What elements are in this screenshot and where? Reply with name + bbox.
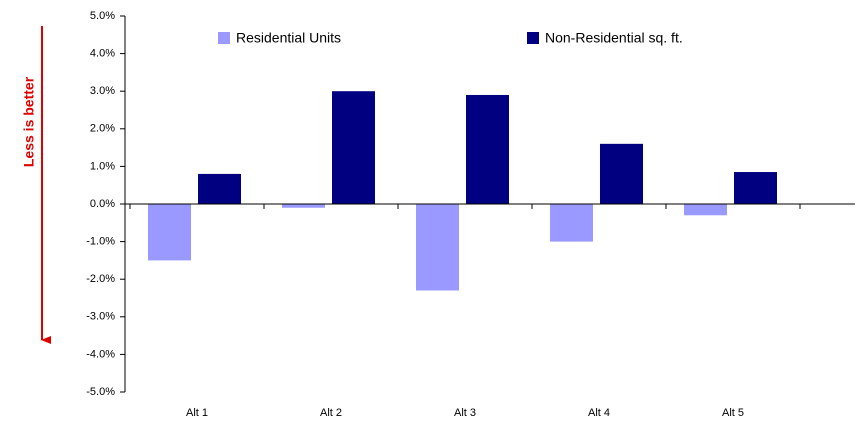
bar [600,143,643,204]
bar [282,204,325,208]
y-tick-label: -3.0% [86,311,115,323]
y-tick-label: -1.0% [86,236,115,248]
legend-label: Non-Residential sq. ft. [545,30,683,46]
y-tick-label: 1.0% [90,160,115,172]
bar [416,204,459,291]
x-tick-label: Alt 2 [320,407,342,419]
y-tick-label: 0.0% [90,198,115,210]
bar [684,204,727,216]
y-tick-label: 5.0% [90,10,115,22]
annotation: Less is better [21,76,37,167]
y-tick-label: 3.0% [90,85,115,97]
x-tick-label: Alt 1 [186,407,208,419]
bar [466,94,509,204]
y-tick-label: -4.0% [86,348,115,360]
bar [734,172,777,204]
bar [550,204,593,242]
x-tick-label: Alt 4 [588,407,610,419]
bar [148,204,191,261]
x-tick-label: Alt 5 [722,407,744,419]
y-tick-label: -2.0% [86,273,115,285]
y-tick-label: 4.0% [90,48,115,60]
bar [332,91,375,204]
legend-label: Residential Units [236,30,341,46]
legend-swatch [218,32,230,44]
y-tick-label: -5.0% [86,386,115,398]
x-tick-label: Alt 3 [454,407,476,419]
y-tick-label: 2.0% [90,123,115,135]
legend-swatch [527,32,539,44]
bar [198,173,241,204]
